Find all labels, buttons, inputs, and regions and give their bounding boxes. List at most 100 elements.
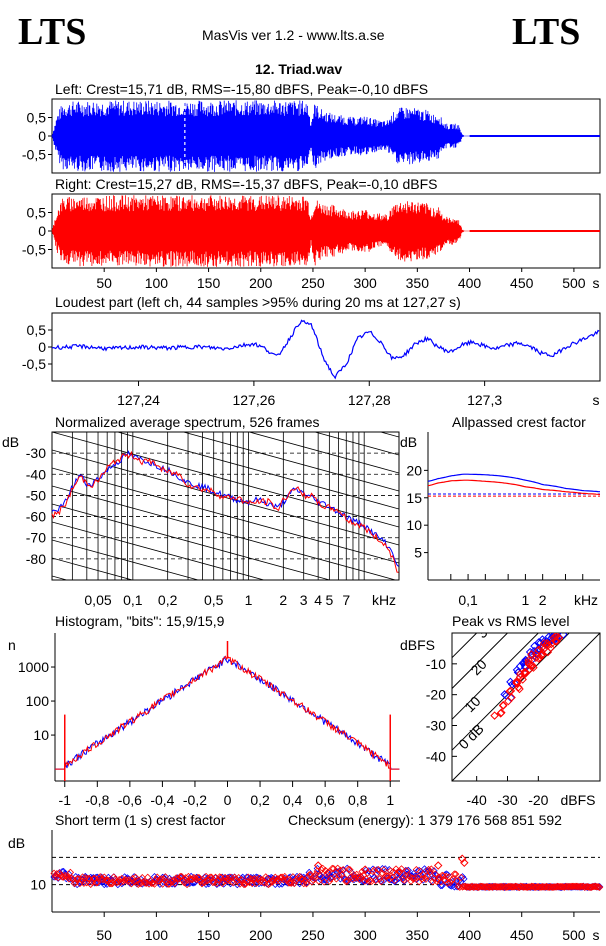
peak-rms-xtick-label: -30 — [497, 792, 517, 808]
short-term-right-point — [343, 877, 351, 885]
short-term-right-point — [377, 877, 385, 886]
short-term-right-point — [112, 878, 121, 887]
peak-rms-crest-line — [452, 633, 509, 689]
crest-factor-ytick-label: 15 — [406, 490, 422, 506]
right-waveform-xunit: s — [593, 275, 600, 291]
short-term-right-point — [429, 877, 437, 886]
peak-rms-crest-label: 0 dB — [455, 721, 487, 753]
short-term-right-point — [156, 875, 164, 884]
right-waveform-xtick-label: 450 — [510, 275, 534, 291]
short-term-right-point — [290, 879, 298, 888]
crest-factor-ylabel: dB — [400, 434, 417, 450]
short-term-xtick-label: 50 — [96, 927, 112, 943]
histogram-right-series — [55, 655, 400, 770]
peak-rms-right-point — [529, 663, 538, 672]
left-waveform-ytick-label: -0,5 — [22, 147, 46, 163]
short-term-right-point — [316, 872, 324, 880]
right-waveform-title: Right: Crest=15,27 dB, RMS=-15,37 dBFS, … — [55, 176, 438, 192]
spectrum-slope-line — [181, 432, 399, 492]
short-term-right-point — [329, 864, 338, 873]
spectrum-frame — [51, 431, 400, 581]
peak-rms-right-point — [505, 687, 514, 696]
short-term-right-point — [393, 871, 402, 879]
short-term-right-point — [296, 872, 304, 881]
short-term-right-point — [374, 865, 383, 874]
short-term-right-point — [392, 865, 400, 873]
short-term-right-point — [324, 868, 332, 876]
spectrum-ytick-label: -80 — [26, 551, 46, 567]
short-term-right-point — [84, 874, 92, 883]
peak-rms-crest-label: 10 — [461, 693, 483, 715]
short-term-right-point — [302, 880, 311, 888]
short-term-outlier — [460, 858, 469, 868]
short-term-xtick-label: 200 — [249, 927, 273, 943]
spectrum-xunit: kHz — [372, 592, 396, 608]
histogram-ytick-label: 10 — [33, 727, 49, 743]
loudest-part-title: Loudest part (left ch, 44 samples >95% d… — [55, 294, 461, 310]
short-term-right-point — [320, 878, 328, 886]
crest-factor-xtick-label: 2 — [539, 592, 547, 608]
peak-rms-right-point — [504, 696, 513, 706]
loudest-part-xtick-label: 127,26 — [232, 392, 275, 408]
spectrum-ytick-label: -30 — [26, 445, 46, 461]
short-term-right-point — [325, 877, 334, 885]
short-term-ytick-label: 10 — [30, 877, 46, 893]
short-term-right-point — [161, 873, 170, 881]
spectrum-slope-line — [52, 485, 397, 580]
peak-rms-right-point — [524, 658, 533, 667]
spectrum-xtick-label: 0,2 — [158, 592, 178, 608]
spectrum-xtick-label: 0,5 — [204, 592, 224, 608]
short-term-right-point — [111, 875, 119, 884]
spectrum-ytick-label: -40 — [26, 466, 46, 482]
spectrum-slope-line — [52, 432, 399, 528]
spectrum-xtick-label: 1 — [245, 592, 253, 608]
short-term-left-point — [427, 877, 435, 885]
histogram-xtick-label: -0,2 — [183, 792, 207, 808]
loudest-part-xtick-label: 127,24 — [117, 392, 160, 408]
short-term-right-point — [450, 870, 459, 878]
short-term-right-point — [271, 873, 279, 881]
short-term-right-point — [434, 875, 442, 884]
peak-rms-right-point — [549, 633, 559, 642]
right-waveform-xtick-label: 500 — [562, 275, 586, 291]
right-waveform-xtick-label: 350 — [406, 275, 430, 291]
histogram-xtick-label: 1 — [386, 792, 394, 808]
logo-left: LTS — [18, 11, 87, 53]
left-waveform-title: Left: Crest=15,71 dB, RMS=-15,80 dBFS, P… — [55, 81, 429, 97]
spectrum-slope-line — [116, 432, 399, 510]
short-term-ylabel: dB — [8, 835, 25, 851]
peak-rms-crest-line — [452, 633, 600, 781]
spectrum-slope-line — [52, 630, 399, 725]
short-term-xtick-label: 350 — [406, 927, 430, 943]
short-term-right-point — [309, 876, 317, 884]
short-term-right-point — [237, 876, 246, 884]
loudest-part-frame — [51, 312, 601, 382]
spectrum-slope-line — [52, 306, 399, 401]
spectrum-title: Normalized average spectrum, 526 frames — [55, 414, 320, 430]
short-term-left-point — [460, 875, 468, 883]
short-term-right-point — [194, 873, 202, 882]
short-term-outlier — [457, 854, 467, 863]
spectrum-slope-line — [52, 503, 332, 580]
histogram-xtick-label: -0,4 — [150, 792, 174, 808]
short-term-right-point — [385, 875, 393, 884]
short-term-left-point — [171, 880, 179, 888]
short-term-right-point — [342, 877, 350, 886]
crest-factor-xtick-label: 1 — [522, 592, 530, 608]
spectrum-left-series — [51, 450, 399, 567]
short-term-left-point — [239, 873, 247, 882]
short-term-right-point — [207, 873, 216, 882]
short-term-right-point — [407, 877, 415, 885]
peak-rms-right-point — [527, 650, 536, 659]
short-term-right-point — [358, 867, 366, 876]
peak-rms-ytick-label: -30 — [426, 718, 446, 734]
short-term-outlier — [313, 861, 323, 870]
spectrum-slopes — [52, 288, 399, 725]
short-term-right-point — [214, 876, 222, 884]
spectrum-slope-line — [52, 288, 399, 383]
peak-rms-right-point — [534, 645, 543, 655]
short-term-xtick-label: 250 — [301, 927, 325, 943]
peak-rms-crest-label: 20 — [467, 656, 489, 678]
short-term-right-point — [595, 883, 604, 891]
peak-rms-ytick-label: -40 — [426, 748, 446, 764]
